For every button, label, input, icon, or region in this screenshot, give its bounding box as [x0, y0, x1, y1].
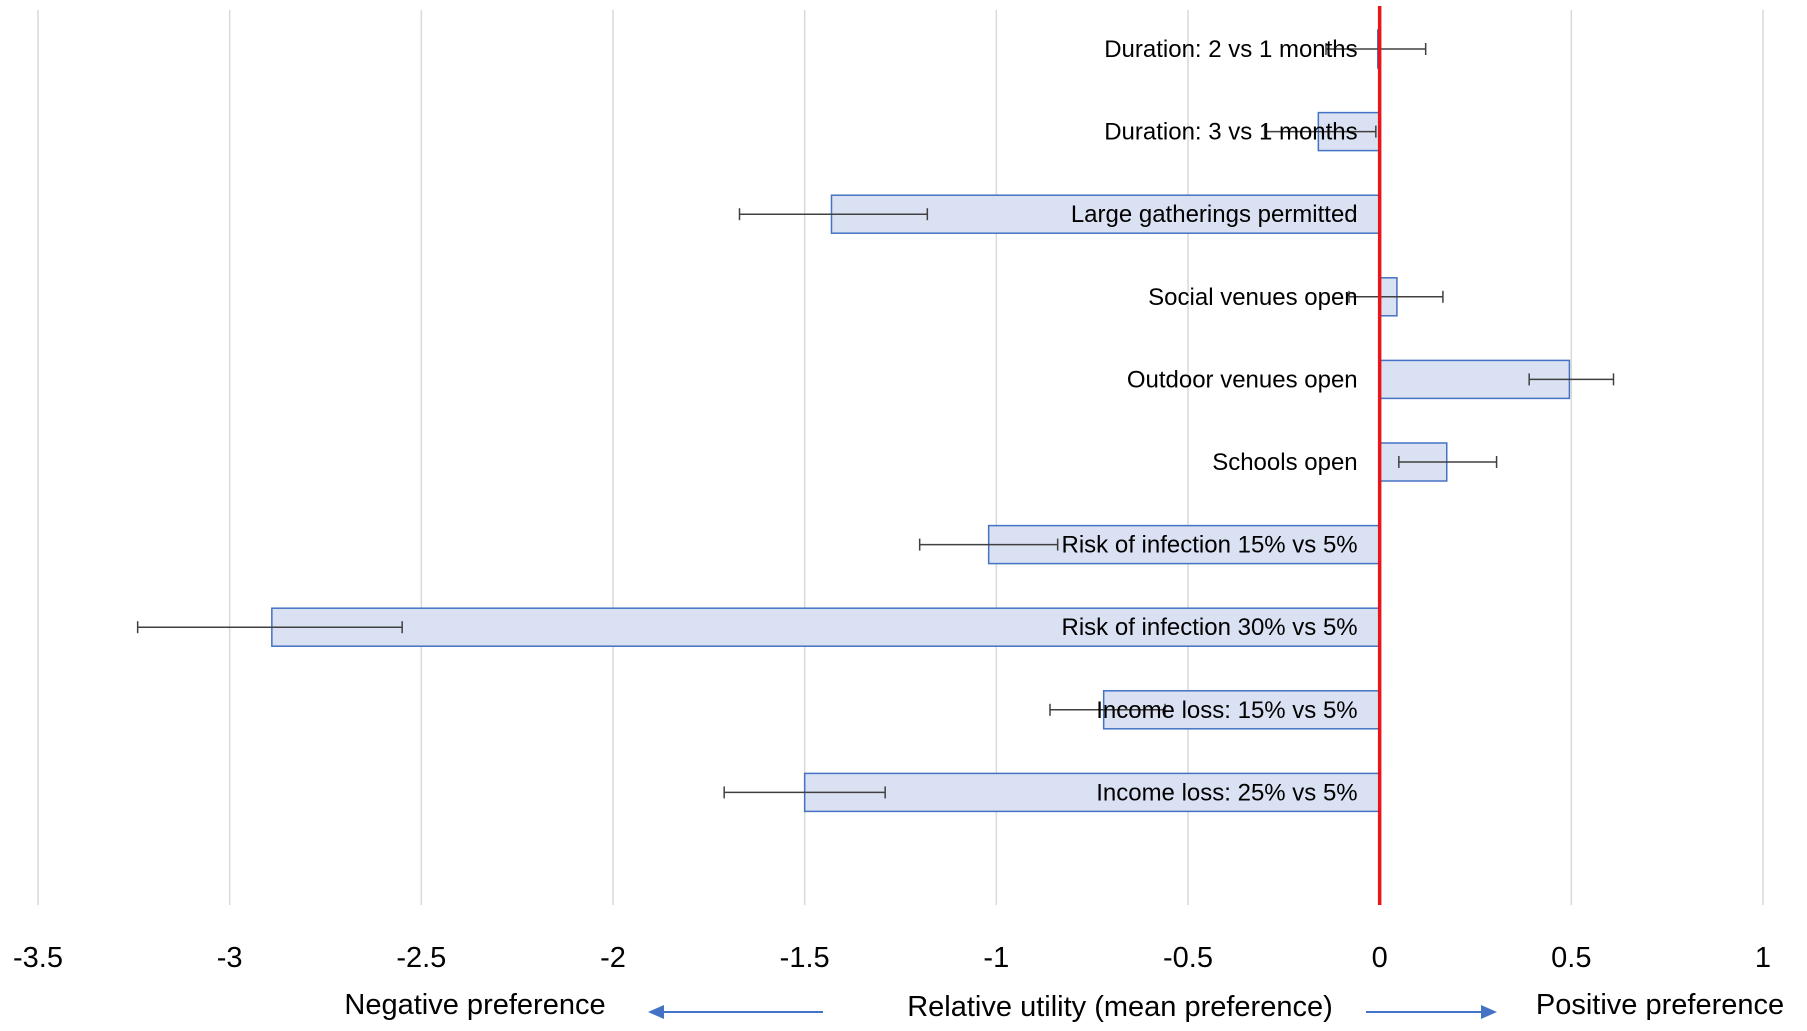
x-tick-label: -1.5 — [780, 942, 830, 974]
x-tick-label: -1 — [983, 942, 1009, 974]
x-axis-title: Relative utility (mean preference) — [907, 991, 1333, 1023]
negative-preference-label: Negative preference — [344, 989, 605, 1021]
category-label: Duration: 3 vs 1 months — [1104, 119, 1357, 146]
category-label: Risk of infection 15% vs 5% — [1062, 532, 1358, 559]
x-tick-label: -3.5 — [13, 942, 63, 974]
gridlines — [37, 10, 1764, 905]
x-tick-label: -0.5 — [1163, 942, 1213, 974]
category-label: Risk of infection 30% vs 5% — [1062, 614, 1358, 641]
category-label: Schools open — [1212, 449, 1357, 476]
x-tick-label: -3 — [217, 942, 243, 974]
positive-preference-label: Positive preference — [1536, 989, 1784, 1021]
x-tick-label: 0.5 — [1551, 942, 1591, 974]
bar — [271, 607, 1381, 647]
category-labels: Duration: 2 vs 1 months Duration: 3 vs 1 … — [1062, 36, 1358, 806]
bars — [271, 29, 1571, 813]
negative-arrow-head — [648, 1005, 664, 1019]
x-tick-label: -2 — [600, 942, 626, 974]
x-tick-label: 0 — [1372, 942, 1388, 974]
category-label: Large gatherings permitted — [1071, 201, 1358, 228]
category-label: Income loss: 25% vs 5% — [1096, 779, 1357, 806]
error-bars — [136, 43, 1615, 799]
positive-arrow-head — [1481, 1005, 1497, 1019]
x-tick-label: 1 — [1755, 942, 1771, 974]
category-label: Duration: 2 vs 1 months — [1104, 36, 1357, 63]
bar — [803, 772, 1381, 813]
x-tick-label: -2.5 — [396, 942, 446, 974]
axis-annotations: Negative preference Relative utility (me… — [344, 989, 1784, 1023]
category-label: Income loss: 15% vs 5% — [1096, 697, 1357, 724]
category-label: Outdoor venues open — [1127, 366, 1358, 393]
x-tick-labels: -3.5 -3 -2.5 -2 -1.5 -1 -0.5 0 0.5 1 — [13, 942, 1771, 974]
category-label: Social venues open — [1148, 284, 1357, 311]
